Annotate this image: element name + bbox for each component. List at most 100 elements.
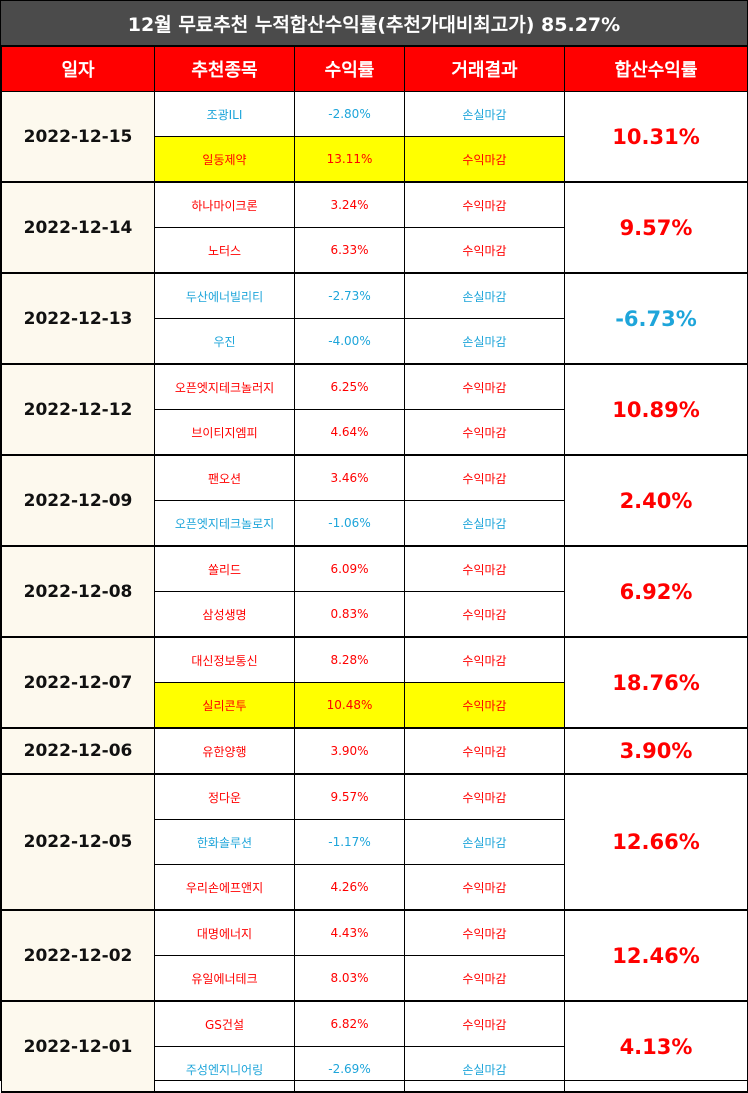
date-cell: 2022-12-05 (1, 773, 155, 911)
header-cell: 합산수익률 (564, 46, 748, 92)
result: 수익마감 (404, 227, 565, 274)
total-return: 12.66% (564, 773, 748, 911)
return: 6.33% (294, 227, 405, 274)
result: 수익마감 (404, 454, 565, 501)
result: 손실마감 (404, 91, 565, 137)
item-row: 2022-12-08 쏠리드 6.09% 수익마감 6.92% (1, 545, 748, 638)
stock-name: 삼성생명 (154, 591, 295, 638)
title: 12월 무료추천 누적합산수익률(추천가대비최고가) 85.27% (1, 1, 747, 46)
item-row: 우리손에프앤지 4.26% 수익마감 (2, 864, 748, 911)
total-return: 6.92% (564, 545, 748, 638)
return: -2.80% (294, 91, 405, 137)
stock-name: 오픈엣지테크놀로지 (154, 500, 295, 547)
result: 수익마감 (404, 773, 565, 820)
return: 4.43% (294, 909, 405, 956)
result: 수익마감 (404, 591, 565, 638)
stock-name: 한화솔루션 (154, 819, 295, 865)
return: -2.69% (294, 1046, 405, 1093)
date-cell: 2022-12-01 (1, 1000, 155, 1093)
item-row: 유일에너테크 8.03% 수익마감 (2, 955, 748, 1002)
header-cell: 일자 (1, 46, 155, 92)
header-cell: 거래결과 (404, 46, 565, 92)
item-row: 우진 -4.00% 손실마감 (2, 318, 748, 365)
result: 수익마감 (404, 363, 565, 410)
return: 6.09% (294, 545, 405, 592)
item-row: 브이티지엠피 4.64% 수익마감 (2, 409, 748, 456)
return: -1.06% (294, 500, 405, 547)
result: 손실마감 (404, 1046, 565, 1093)
return: -4.00% (294, 318, 405, 365)
result: 손실마감 (404, 318, 565, 365)
stock-name: 실리콘투 (154, 682, 295, 729)
return: 4.26% (294, 864, 405, 911)
stock-name: 우진 (154, 318, 295, 365)
item-row: 2022-12-15 조광ILI -2.80% 손실마감 10.31% (1, 91, 748, 183)
stock-name: 대명에너지 (154, 909, 295, 956)
date-cell: 2022-12-12 (1, 363, 155, 456)
result: 손실마감 (404, 500, 565, 547)
return: 0.83% (294, 591, 405, 638)
return: 6.82% (294, 1000, 405, 1047)
date-cell: 2022-12-15 (1, 91, 155, 183)
header-cell: 추천종목 (154, 46, 295, 92)
total-return: 10.89% (564, 363, 748, 456)
stock-name: GS건설 (154, 1000, 295, 1047)
stock-name: 하나마이크론 (154, 181, 295, 228)
result: 수익마감 (404, 727, 565, 775)
stock-name: 주성엔지니어링 (154, 1046, 295, 1093)
result: 수익마감 (404, 636, 565, 683)
item-row: 2022-12-06 유한양행 3.90% 수익마감 3.90% (1, 727, 748, 775)
stock-name: 유일에너테크 (154, 955, 295, 1002)
date-cell: 2022-12-02 (1, 909, 155, 1002)
return: 3.90% (294, 727, 405, 775)
date-cell: 2022-12-08 (1, 545, 155, 638)
item-row: 실리콘투 10.48% 수익마감 (2, 682, 748, 729)
stock-name: 쏠리드 (154, 545, 295, 592)
return: 10.48% (294, 682, 405, 729)
date-cell: 2022-12-13 (1, 272, 155, 365)
result: 손실마감 (404, 819, 565, 865)
stock-name: 대신정보통신 (154, 636, 295, 683)
stock-name: 두산에너빌리티 (154, 272, 295, 319)
total-return: -6.73% (564, 272, 748, 365)
stock-name: 정다운 (154, 773, 295, 820)
stock-name: 유한양행 (154, 727, 295, 775)
total-return: 4.13% (564, 1000, 748, 1093)
date-cell: 2022-12-07 (1, 636, 155, 729)
return: 9.57% (294, 773, 405, 820)
return: 3.46% (294, 454, 405, 501)
total-return: 2.40% (564, 454, 748, 547)
return: 13.11% (294, 136, 405, 183)
total-return: 10.31% (564, 91, 748, 183)
result: 수익마감 (404, 864, 565, 911)
item-row: 오픈엣지테크놀로지 -1.06% 손실마감 (2, 500, 748, 547)
total-return: 9.57% (564, 181, 748, 274)
item-row: 삼성생명 0.83% 수익마감 (2, 591, 748, 638)
header-cell: 수익률 (294, 46, 405, 92)
stock-name: 조광ILI (154, 91, 295, 137)
result: 수익마감 (404, 136, 565, 183)
item-row: 2022-12-14 하나마이크론 3.24% 수익마감 9.57% (1, 181, 748, 274)
return: 8.03% (294, 955, 405, 1002)
item-row: 2022-12-09 팬오션 3.46% 수익마감 2.40% (1, 454, 748, 547)
header-row: 일자 추천종목 수익률 거래결과 합산수익률 (1, 46, 748, 92)
result: 수익마감 (404, 955, 565, 1002)
total-return: 12.46% (564, 909, 748, 1002)
result: 수익마감 (404, 409, 565, 456)
date-cell: 2022-12-09 (1, 454, 155, 547)
return: 4.64% (294, 409, 405, 456)
result: 수익마감 (404, 545, 565, 592)
item-row: 한화솔루션 -1.17% 손실마감 (2, 819, 748, 865)
return: -1.17% (294, 819, 405, 865)
result: 수익마감 (404, 181, 565, 228)
date-cell: 2022-12-06 (1, 727, 155, 775)
stock-name: 브이티지엠피 (154, 409, 295, 456)
result: 수익마감 (404, 909, 565, 956)
stock-name: 팬오션 (154, 454, 295, 501)
total-return: 3.90% (564, 727, 748, 775)
item-row: 노터스 6.33% 수익마감 (2, 227, 748, 274)
returns-table: 일자 추천종목 수익률 거래결과 합산수익률 2022-12-15 조광ILI -2.80%… (1, 46, 748, 1093)
item-row: 2022-12-02 대명에너지 4.43% 수익마감 12.46% (1, 909, 748, 1002)
return: 6.25% (294, 363, 405, 410)
